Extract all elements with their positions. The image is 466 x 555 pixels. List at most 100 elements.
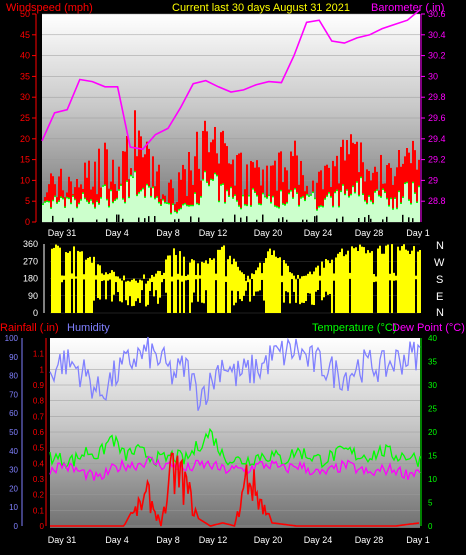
wind-gust-bar bbox=[322, 189, 324, 222]
wind-average-mark bbox=[394, 197, 396, 199]
temperature-y-tick-label: 20 bbox=[428, 428, 437, 437]
rainfall-line bbox=[50, 452, 420, 527]
wind-gust-bar bbox=[274, 160, 276, 222]
wind-average-bar bbox=[230, 187, 232, 222]
wind-average-mark bbox=[354, 191, 356, 194]
wind-average-bar bbox=[242, 195, 244, 222]
wind-average-mark bbox=[158, 201, 160, 204]
wind-average-bar bbox=[254, 192, 256, 222]
direction-mark bbox=[313, 271, 315, 306]
wind-gust-bar bbox=[400, 166, 402, 222]
wind-average-bar bbox=[236, 201, 238, 222]
wind-calm-mark bbox=[234, 214, 236, 222]
wind-average-mark bbox=[154, 197, 156, 200]
wind-average-bar bbox=[342, 185, 344, 222]
direction-mark bbox=[79, 251, 81, 313]
wind-average-bar bbox=[218, 201, 220, 222]
wind-average-bar bbox=[232, 198, 234, 222]
wind-average-bar bbox=[238, 206, 240, 222]
direction-mark bbox=[379, 245, 381, 313]
wind-average-bar bbox=[58, 201, 60, 222]
wind-average-bar bbox=[302, 197, 304, 222]
direction-y-tick-label: 90 bbox=[28, 291, 38, 301]
direction-mark bbox=[203, 262, 205, 304]
wind-average-mark bbox=[378, 194, 380, 197]
wind-average-bar bbox=[260, 204, 262, 222]
direction-mark bbox=[81, 251, 83, 313]
wind-average-mark bbox=[314, 197, 316, 200]
wind-average-bar bbox=[202, 180, 204, 222]
wind-average-mark bbox=[240, 207, 242, 210]
wind-average-mark bbox=[296, 192, 298, 194]
temperature-y-tick-label: 10 bbox=[428, 475, 437, 484]
direction-mark bbox=[71, 273, 73, 279]
direction-mark bbox=[85, 259, 87, 313]
wind-gust-bar bbox=[140, 136, 142, 222]
wind-calm-mark bbox=[174, 219, 176, 222]
wind-average-mark bbox=[298, 205, 300, 207]
wind-gust-bar bbox=[414, 150, 416, 222]
wind-average-mark bbox=[414, 192, 416, 194]
wind-x-tick-label: Day 8 bbox=[156, 228, 180, 238]
wind-average-mark bbox=[336, 189, 338, 192]
direction-mark bbox=[201, 261, 203, 303]
wind-average-bar bbox=[296, 193, 298, 222]
wind-average-bar bbox=[154, 198, 156, 222]
wind-average-mark bbox=[410, 202, 412, 205]
wind-gust-bar bbox=[410, 163, 412, 222]
wind-gust-bar bbox=[318, 171, 320, 222]
humidity-y-tick-label: 30 bbox=[9, 466, 18, 475]
wind-gust-bar bbox=[260, 185, 262, 222]
wind-gust-bar bbox=[106, 149, 108, 222]
wind-average-bar bbox=[124, 202, 126, 222]
weather-x-tick-label: Day 24 bbox=[304, 535, 333, 545]
wind-gust-bar bbox=[224, 143, 226, 222]
wind-gust-bar bbox=[104, 142, 106, 222]
direction-mark bbox=[389, 273, 391, 281]
wind-average-mark bbox=[288, 192, 290, 195]
direction-mark bbox=[259, 262, 261, 291]
direction-mark bbox=[301, 276, 303, 303]
wind-gust-bar bbox=[98, 148, 100, 222]
direction-mark bbox=[369, 252, 371, 313]
direction-mark bbox=[165, 259, 167, 293]
wind-gust-bar bbox=[272, 165, 274, 222]
wind-calm-mark bbox=[342, 216, 344, 222]
wind-average-bar bbox=[368, 196, 370, 222]
direction-mark bbox=[323, 267, 325, 298]
direction-mark bbox=[359, 244, 361, 313]
wind-gust-bar bbox=[280, 151, 282, 222]
direction-mark bbox=[399, 250, 401, 313]
direction-mark bbox=[255, 270, 257, 292]
wind-average-bar bbox=[266, 198, 268, 222]
wind-average-mark bbox=[402, 196, 404, 199]
wind-gust-bar bbox=[124, 151, 126, 222]
direction-mark bbox=[145, 283, 147, 307]
wind-average-bar bbox=[264, 196, 266, 222]
wind-average-mark bbox=[170, 212, 172, 215]
wind-average-bar bbox=[122, 199, 124, 222]
wind-average-bar bbox=[334, 192, 336, 222]
wind-average-bar bbox=[108, 206, 110, 222]
wind-average-mark bbox=[118, 189, 120, 191]
direction-mark bbox=[411, 250, 413, 313]
wind-gust-bar bbox=[134, 110, 136, 222]
direction-mark bbox=[151, 275, 153, 283]
barometer-y-tick-label: 30 bbox=[428, 71, 438, 81]
wind-x-tick-label: Day 20 bbox=[254, 228, 283, 238]
direction-mark bbox=[113, 271, 115, 295]
wind-average-mark bbox=[190, 204, 192, 207]
direction-mark bbox=[59, 247, 61, 313]
wind-average-bar bbox=[292, 198, 294, 222]
direction-mark bbox=[99, 265, 101, 300]
wind-average-mark bbox=[302, 196, 304, 198]
wind-average-mark bbox=[204, 170, 206, 173]
wind-average-mark bbox=[312, 191, 314, 194]
wind-gust-bar bbox=[194, 156, 196, 222]
wind-average-bar bbox=[370, 201, 372, 222]
direction-mark bbox=[329, 263, 331, 294]
wind-average-mark bbox=[74, 198, 76, 201]
wind-average-mark bbox=[278, 206, 280, 209]
wind-average-mark bbox=[396, 207, 398, 210]
direction-mark bbox=[163, 272, 165, 279]
